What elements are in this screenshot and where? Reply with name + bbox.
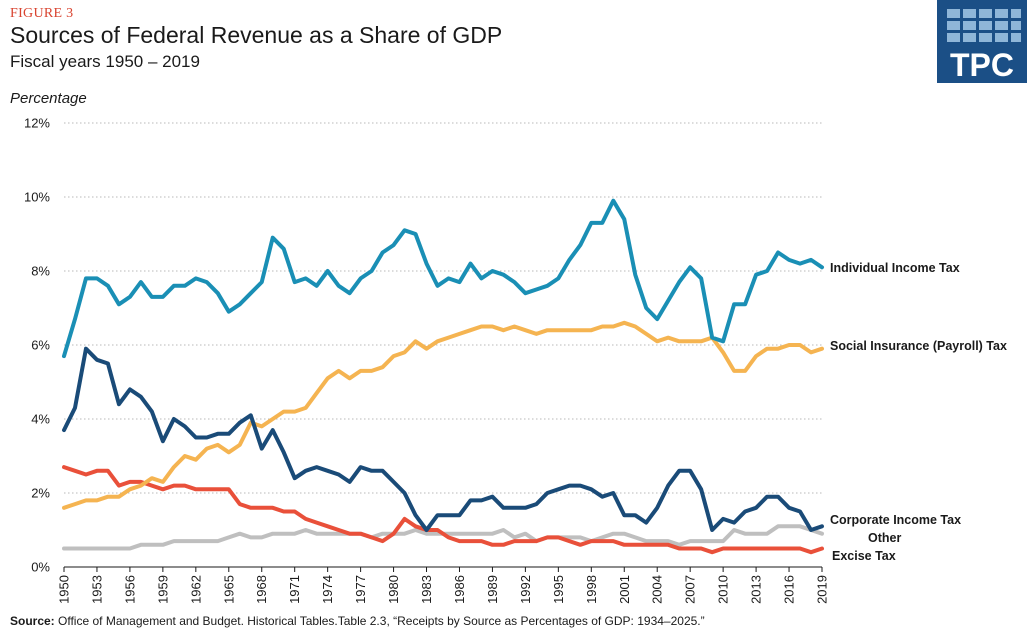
series-line-excise-tax [62, 465, 824, 555]
grid-lines [64, 122, 822, 568]
x-tick-label: 2016 [782, 575, 797, 604]
y-tick-label: 0% [31, 560, 50, 575]
x-tick-label: 1983 [419, 575, 434, 604]
y-tick-label: 6% [31, 338, 50, 353]
x-tick-label: 1953 [89, 575, 104, 604]
x-tick-label: 1971 [287, 575, 302, 604]
x-tick-label: 1992 [518, 575, 533, 604]
x-tick-label: 1962 [188, 575, 203, 604]
series-label: Social Insurance (Payroll) Tax [830, 339, 1007, 353]
x-tick-label: 1968 [254, 575, 269, 604]
x-tick-label: 1977 [353, 575, 368, 604]
y-axis-ticks: 0% 2% 4% 6% 8% 10% 12% [24, 116, 50, 575]
y-tick-label: 12% [24, 116, 50, 131]
series-line-individual-income-tax [62, 198, 824, 359]
source-label: Source: [10, 614, 55, 628]
series-lines [62, 198, 824, 555]
series-label: Excise Tax [832, 549, 896, 563]
x-tick-label: 1950 [57, 575, 72, 604]
x-tick-label: 2013 [749, 575, 764, 604]
x-tick-label: 1989 [485, 575, 500, 604]
x-tick-label: 1980 [386, 575, 401, 604]
chart-subtitle: Fiscal years 1950 – 2019 [10, 52, 200, 71]
tpc-logo: TPC [937, 0, 1027, 83]
y-axis-label: Percentage [10, 90, 87, 107]
x-tick-label: 2019 [815, 575, 830, 604]
x-tick-label: 2007 [683, 575, 698, 604]
source-note: Source: Office of Management and Budget.… [10, 614, 705, 628]
y-tick-label: 2% [31, 486, 50, 501]
series-line-social-insurance-payroll-tax [62, 320, 824, 510]
series-label: Corporate Income Tax [830, 513, 961, 527]
x-tick-label: 1974 [320, 575, 335, 604]
figure-label: FIGURE 3 [10, 6, 74, 21]
series-label: Individual Income Tax [830, 261, 960, 275]
x-tick-label: 1959 [155, 575, 170, 604]
series-line-other [62, 524, 824, 551]
x-axis-ticks: 1950 1953 1956 1959 1962 1965 1968 1971 1974 1977… [57, 567, 830, 604]
x-tick-label: 1965 [221, 575, 236, 604]
x-tick-label: 2010 [716, 575, 731, 604]
x-tick-label: 1956 [122, 575, 137, 604]
x-tick-label: 1998 [584, 575, 599, 604]
series-label: Other [868, 531, 901, 545]
x-tick-label: 1995 [551, 575, 566, 604]
x-tick-label: 2004 [650, 575, 665, 604]
series-labels: Individual Income Tax Social Insurance (P… [830, 261, 1007, 563]
x-tick-label: 1986 [452, 575, 467, 604]
logo-text: TPC [950, 47, 1014, 83]
y-tick-label: 10% [24, 190, 50, 205]
y-tick-label: 8% [31, 264, 50, 279]
chart-title: Sources of Federal Revenue as a Share of… [10, 22, 503, 48]
y-tick-label: 4% [31, 412, 50, 427]
source-text: Office of Management and Budget. Histori… [54, 614, 705, 628]
series-line-corporate-income-tax [62, 346, 824, 532]
x-tick-label: 2001 [617, 575, 632, 604]
